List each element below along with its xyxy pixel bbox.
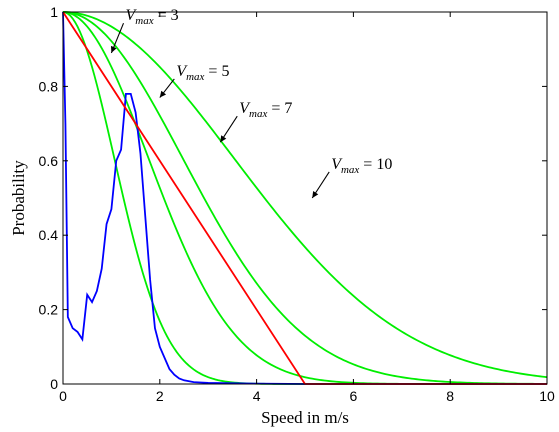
curve-vmax-5 [62, 11, 547, 385]
y-tick-label: 0 [50, 376, 58, 392]
annotation-label-0: Vmax = 3 [126, 7, 179, 27]
x-tick-label: 6 [350, 388, 358, 404]
annotation-label-1: Vmax = 5 [176, 63, 229, 83]
x-tick-label: 8 [446, 388, 454, 404]
y-tick-label: 0.6 [39, 153, 59, 169]
plot-frame [62, 11, 548, 385]
x-tick-label: 2 [156, 388, 164, 404]
curve-vmax-7 [62, 11, 547, 385]
x-tick-label: 10 [539, 388, 555, 404]
y-tick-label: 1 [50, 4, 58, 20]
annotation-arrowhead-1 [159, 90, 167, 98]
x-tick-label: 0 [59, 388, 67, 404]
y-tick-label: 0.8 [39, 78, 59, 94]
annotation-label-2: Vmax = 7 [239, 100, 292, 120]
annotation-arrowhead-3 [312, 191, 319, 198]
y-axis-title: Probability [9, 160, 28, 236]
series-line-1 [62, 11, 547, 385]
curve-vmax-3 [62, 11, 547, 385]
annotation-arrowhead-2 [220, 135, 227, 143]
curve-vmax-10 [62, 11, 548, 379]
ticks-layer: 0 2 4 6 8 10 0 0.2 0.4 0.6 0.8 1 [39, 4, 555, 404]
series-line-0 [62, 11, 547, 385]
x-tick-label: 4 [253, 388, 261, 404]
y-tick-label: 0.4 [39, 227, 59, 243]
annotations-layer: Vmax = 3 Vmax = 5 Vmax = 7 Vmax = 10 [110, 7, 392, 199]
y-tick-label: 0.2 [39, 302, 59, 318]
annotation-label-3: Vmax = 10 [331, 156, 392, 176]
curves-layer [62, 11, 548, 385]
annotation-arrowhead-0 [110, 45, 117, 53]
x-axis-title: Speed in m/s [261, 408, 349, 427]
